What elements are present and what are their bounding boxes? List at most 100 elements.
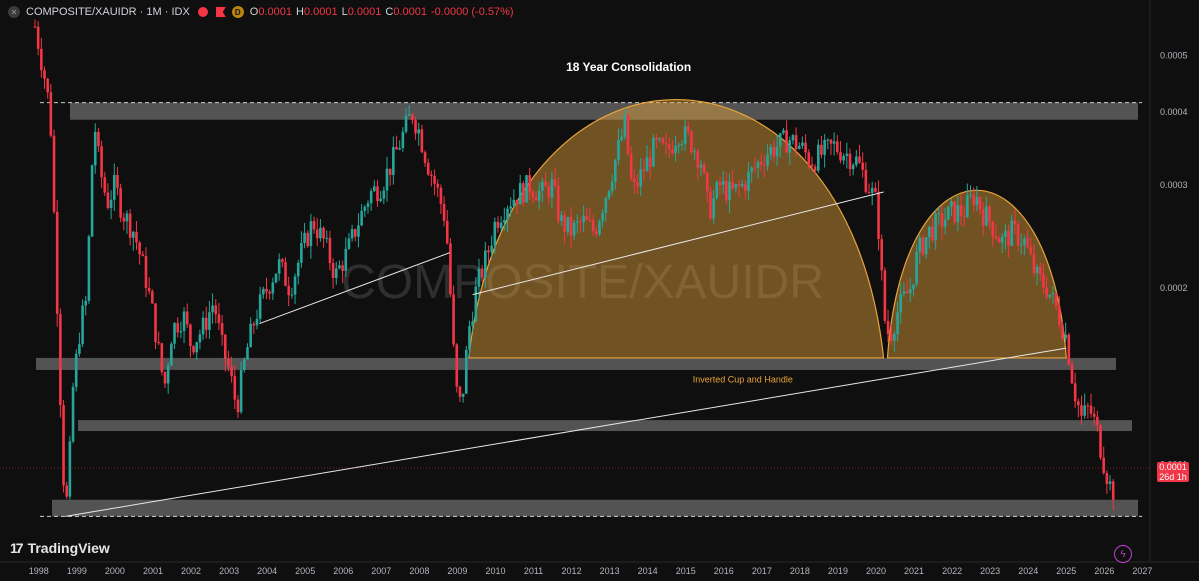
symbol-title[interactable]: COMPOSITE/XAUIDR · 1M · IDX	[26, 6, 190, 18]
candle-body	[33, 26, 37, 28]
chart-legend-header: ✕ COMPOSITE/XAUIDR · 1M · IDX D O 0.0001 …	[8, 4, 518, 20]
candle-body	[569, 216, 573, 236]
candle-body	[268, 291, 271, 294]
lightning-icon[interactable]: ϟ	[1114, 545, 1132, 563]
candle-body	[759, 161, 763, 165]
candle-body	[642, 169, 646, 172]
candle-body	[230, 366, 233, 377]
candle-body	[49, 92, 53, 136]
open-value: 0.0001	[258, 6, 293, 18]
candle-body	[366, 203, 370, 208]
candle-body	[182, 311, 186, 331]
candle-body	[36, 26, 40, 49]
candle-body	[331, 263, 335, 278]
candle-body	[100, 146, 103, 178]
candle-body	[208, 312, 211, 330]
candle-body	[823, 139, 826, 155]
candle-body	[839, 151, 842, 161]
candle-body	[537, 190, 541, 201]
candle-body	[262, 288, 265, 295]
candle-body	[398, 148, 401, 150]
trendline	[472, 191, 884, 296]
price-axis-tick: 0.0002	[1160, 283, 1188, 293]
candle-body	[832, 141, 836, 144]
trendline	[65, 347, 1067, 517]
candle-body	[515, 199, 519, 205]
candle-body	[1073, 383, 1077, 402]
candle-body	[255, 318, 259, 326]
candle-body	[658, 138, 662, 140]
last-price-badge: 0.0001 26d 1h	[1157, 462, 1189, 482]
bar-countdown: 26d 1h	[1159, 472, 1187, 482]
candle-body	[541, 181, 544, 191]
time-axis-tick: 2008	[409, 566, 429, 576]
candle-body	[893, 334, 896, 341]
time-axis-tick: 2015	[676, 566, 696, 576]
candle-body	[157, 342, 160, 344]
candle-body	[664, 143, 668, 145]
candle-body	[249, 323, 252, 348]
candle-body	[106, 192, 110, 208]
candle-body	[680, 143, 684, 146]
candle-body	[674, 146, 677, 154]
candle-body	[474, 286, 478, 322]
tradingview-logo[interactable]: 17 TradingView	[10, 540, 110, 556]
candle-body	[185, 311, 189, 325]
candle-body	[312, 221, 316, 230]
candle-body	[319, 227, 322, 239]
candle-body	[144, 256, 148, 288]
candle-body	[655, 137, 658, 140]
candle-body	[855, 156, 858, 165]
time-axis-tick: 2023	[980, 566, 1000, 576]
candle-body	[43, 70, 46, 79]
candle-body	[820, 144, 823, 155]
candle-body	[487, 250, 490, 253]
candle-body	[883, 270, 887, 321]
candle-body	[705, 172, 709, 192]
candle-body	[1058, 306, 1061, 326]
candle-body	[1102, 457, 1106, 474]
candle-body	[937, 212, 941, 215]
price-axis-tick: 0.0005	[1160, 50, 1188, 60]
candle-body	[1010, 220, 1014, 246]
candle-body	[810, 164, 814, 167]
candle-body	[718, 182, 722, 185]
candle-body	[353, 229, 357, 237]
candle-body	[407, 114, 411, 116]
candle-body	[902, 291, 906, 294]
candle-body	[756, 161, 760, 168]
candle-body	[617, 140, 620, 160]
candle-body	[563, 215, 566, 232]
candle-body	[598, 221, 601, 235]
candle-body	[1070, 364, 1074, 384]
candle-body	[439, 187, 443, 204]
candle-body	[991, 221, 995, 237]
candle-body	[579, 221, 582, 223]
time-axis-tick: 2007	[371, 566, 391, 576]
candle-body	[309, 221, 313, 247]
candle-body	[1099, 425, 1102, 458]
candle-body	[826, 139, 830, 141]
candle-body	[1016, 224, 1020, 246]
candle-body	[721, 180, 725, 185]
time-axis-tick: 2001	[143, 566, 163, 576]
candle-body	[71, 386, 75, 442]
candle-body	[93, 131, 97, 166]
candle-body	[258, 294, 262, 319]
candle-body	[744, 183, 747, 191]
candle-body	[151, 291, 154, 304]
inverted-cup-shape	[886, 189, 1067, 359]
candle-body	[981, 209, 985, 226]
time-axis-tick: 2026	[1094, 566, 1114, 576]
close-icon[interactable]: ✕	[8, 6, 20, 18]
time-axis-tick: 2018	[790, 566, 810, 576]
candle-body	[950, 201, 953, 207]
candle-body	[271, 282, 275, 294]
candle-body	[103, 177, 107, 193]
candle-body	[652, 137, 655, 167]
candle-body	[1111, 481, 1115, 500]
candle-body	[829, 139, 833, 144]
candle-body	[122, 217, 126, 222]
candle-body	[360, 210, 363, 226]
